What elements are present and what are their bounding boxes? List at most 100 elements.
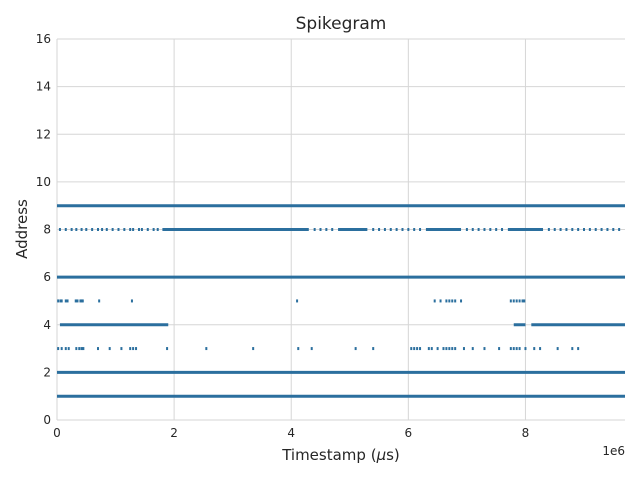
spike-point <box>80 228 83 231</box>
x-tick-label: 0 <box>53 426 61 440</box>
spike-point <box>533 347 536 351</box>
spike-point <box>483 228 486 231</box>
spike-point <box>588 228 591 231</box>
spike-point <box>205 347 208 351</box>
spike-point <box>378 228 381 231</box>
spike-point <box>460 299 463 303</box>
spike-point <box>132 228 135 231</box>
spike-point <box>401 228 404 231</box>
spike-point <box>123 228 126 231</box>
spike-point <box>442 347 445 351</box>
spike-point <box>518 347 521 351</box>
y-tick-label: 0 <box>43 413 51 427</box>
x-offset-label: 1e6 <box>602 444 625 458</box>
spike-point <box>120 347 123 351</box>
spike-point <box>451 347 454 351</box>
y-tick-label: 10 <box>36 175 51 189</box>
spike-point <box>577 228 580 231</box>
spike-point <box>465 228 468 231</box>
spike-point <box>410 347 413 351</box>
spike-point <box>521 299 524 303</box>
spike-marks <box>57 204 625 398</box>
spike-point <box>129 347 132 351</box>
y-axis-label: Address <box>13 199 31 259</box>
tick-labels: 0 2 4 6 8 0 2 4 6 8 10 12 14 16 <box>36 32 530 440</box>
spike-point <box>419 347 422 351</box>
chart-title: Spikegram <box>296 14 387 34</box>
y-tick-label: 16 <box>36 32 51 46</box>
spike-point <box>80 299 83 303</box>
spike-point <box>448 299 451 303</box>
spike-point <box>57 299 60 303</box>
spike-point <box>129 228 132 231</box>
spike-point <box>354 347 357 351</box>
spike-point <box>58 228 61 231</box>
spike-point <box>152 228 155 231</box>
spike-point <box>577 347 580 351</box>
spike-point <box>477 228 480 231</box>
spike-point <box>60 347 63 351</box>
spike-point <box>296 299 299 303</box>
spike-point <box>325 228 328 231</box>
spike-point <box>439 299 442 303</box>
spike-point <box>600 228 603 231</box>
y-tick-label: 2 <box>43 365 51 379</box>
spike-point <box>75 347 78 351</box>
spike-point <box>571 228 574 231</box>
spike-point <box>395 228 398 231</box>
x-tick-label: 4 <box>287 426 295 440</box>
spike-point <box>117 228 120 231</box>
spike-point <box>130 299 133 303</box>
spike-point <box>413 347 416 351</box>
spike-point <box>66 299 69 303</box>
spike-point <box>98 299 101 303</box>
y-tick-label: 14 <box>36 80 51 94</box>
spike-point <box>471 228 474 231</box>
x-tick-label: 6 <box>405 426 413 440</box>
spike-point <box>57 347 60 351</box>
spike-point <box>471 347 474 351</box>
y-tick-label: 4 <box>43 318 51 332</box>
spike-point <box>389 228 392 231</box>
spike-point <box>331 228 334 231</box>
spike-point <box>419 228 422 231</box>
spike-point <box>565 228 568 231</box>
x-tick-label: 2 <box>170 426 178 440</box>
spike-point <box>313 228 316 231</box>
y-tick-label: 6 <box>43 270 51 284</box>
spike-point <box>427 347 430 351</box>
spike-point <box>74 299 77 303</box>
spike-point <box>79 299 82 303</box>
spike-point <box>75 228 78 231</box>
spike-point <box>111 228 114 231</box>
spike-point <box>82 347 85 351</box>
spike-point <box>96 228 99 231</box>
spike-point <box>462 347 465 351</box>
spike-point <box>146 228 149 231</box>
x-axis-label: Timestamp (μs) <box>281 446 400 464</box>
spike-point <box>132 347 135 351</box>
spike-point <box>606 228 609 231</box>
spike-point <box>553 228 556 231</box>
spike-point <box>451 299 454 303</box>
spike-point <box>416 347 419 351</box>
spike-point <box>70 228 73 231</box>
spike-point <box>501 228 504 231</box>
spike-point <box>445 299 448 303</box>
spike-point <box>67 347 70 351</box>
spike-point <box>413 228 416 231</box>
spike-point <box>319 228 322 231</box>
spike-point <box>454 299 457 303</box>
spike-point <box>509 347 512 351</box>
spike-point <box>518 299 521 303</box>
spike-point <box>297 347 300 351</box>
spike-point <box>64 299 67 303</box>
y-tick-label: 12 <box>36 127 51 141</box>
spike-point <box>60 299 63 303</box>
spike-point <box>489 228 492 231</box>
spike-point <box>515 299 518 303</box>
spike-point <box>547 228 550 231</box>
spike-point <box>105 228 108 231</box>
spike-point <box>166 347 169 351</box>
spike-point <box>594 228 597 231</box>
